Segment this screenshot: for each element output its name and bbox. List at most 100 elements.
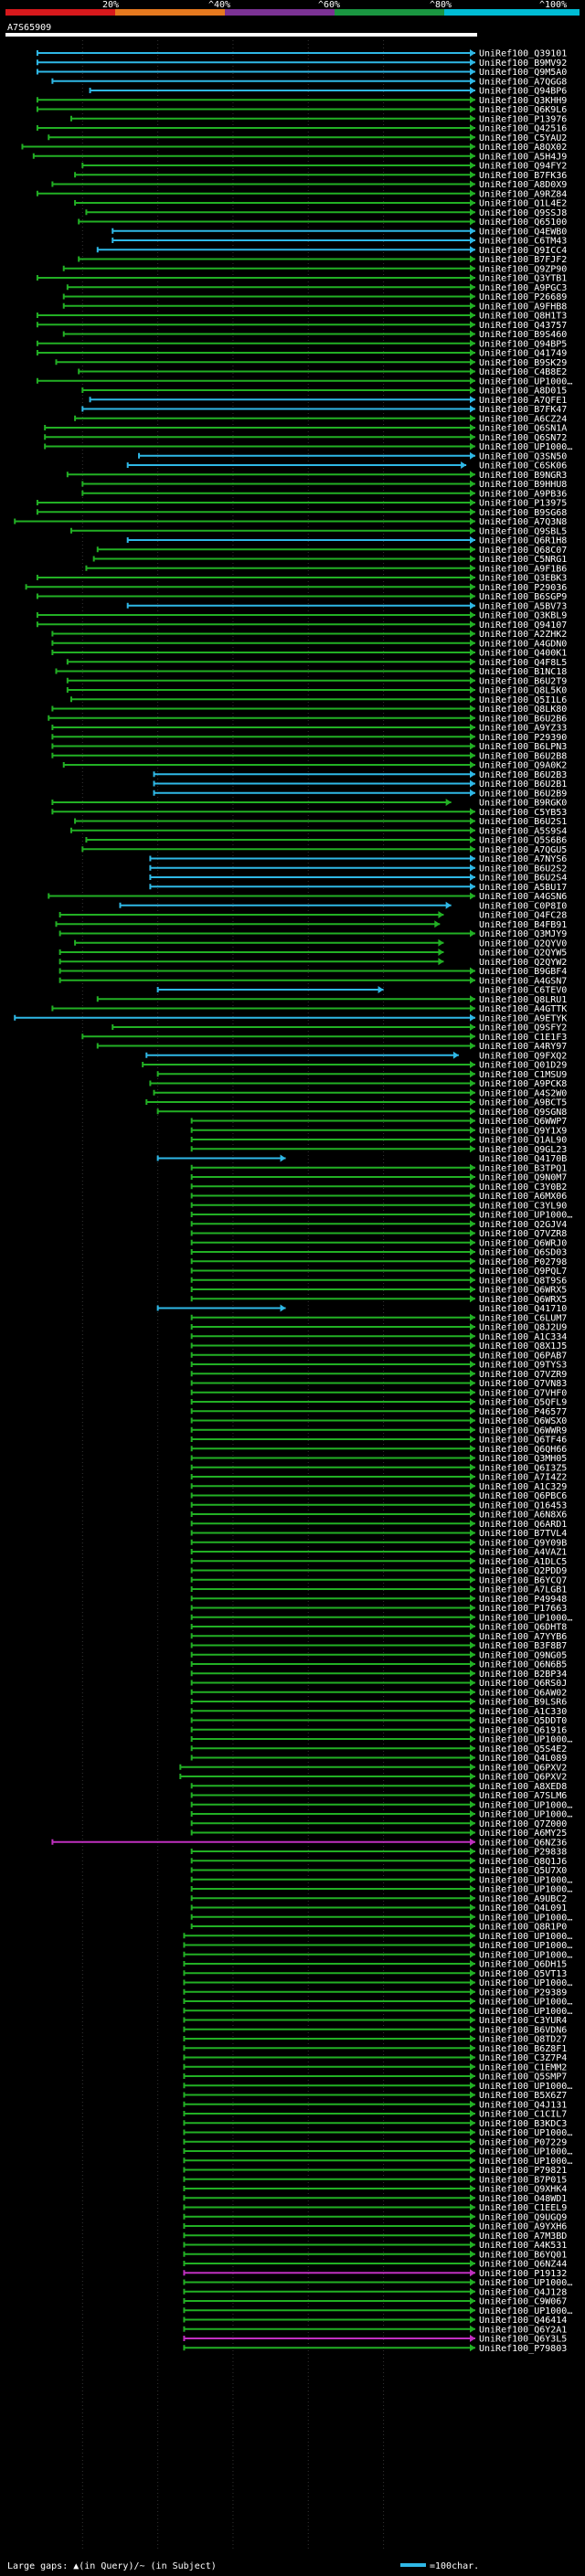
- hit-row: UniRef100_Q8X1J5: [190, 1341, 567, 1352]
- hit-label: UniRef100_Q9PQL7: [479, 1267, 567, 1277]
- hit-label: UniRef100_A6CZ24: [479, 414, 567, 424]
- hit-end-arrow: [470, 2194, 475, 2202]
- hit-end-arrow: [470, 967, 475, 975]
- key-label-2: ^60%: [318, 0, 340, 10]
- hit-end-arrow: [470, 1754, 475, 1762]
- hit-label: UniRef100_B9HHU8: [479, 480, 567, 490]
- hit-label: UniRef100_Q8J2U9: [479, 1323, 567, 1333]
- hit-label: UniRef100_Q39101: [479, 49, 567, 59]
- query-id: A7S65909: [7, 23, 51, 33]
- hit-end-arrow: [470, 1950, 475, 1958]
- hit-label: UniRef100_Q94FY2: [479, 162, 567, 172]
- hit-end-arrow: [470, 1257, 475, 1266]
- hit-row: UniRef100_Q5SMP7: [183, 2072, 567, 2083]
- hit-label: UniRef100_Q41710: [479, 1304, 567, 1314]
- hit-label: UniRef100_B3TPQ1: [479, 1163, 567, 1173]
- hit-label: UniRef100_B9S460: [479, 330, 567, 340]
- hit-row: UniRef100_A8XED8: [190, 1782, 567, 1792]
- hit-label: UniRef100_Q6DHT8: [479, 1623, 567, 1633]
- hit-end-arrow: [470, 1688, 475, 1696]
- hit-end-arrow: [470, 387, 475, 394]
- hit-row: UniRef100_UP1000…: [183, 1998, 572, 2008]
- hit-row: UniRef100_A9UBC2: [190, 1894, 567, 1904]
- hit-row: UniRef100_B9S460: [62, 330, 567, 340]
- hit-end-arrow: [470, 1407, 475, 1415]
- hit-label: UniRef100_A7LGB1: [479, 1585, 567, 1595]
- hit-label: UniRef100_Q8T9S6: [479, 1276, 567, 1286]
- hit-row: UniRef100_A4GTTK: [51, 1004, 567, 1014]
- hit-label: UniRef100_Q9UGQ9: [479, 2212, 567, 2222]
- hit-end-arrow: [470, 451, 475, 460]
- hit-label: UniRef100_Q6DH15: [479, 1960, 567, 1970]
- hit-label: UniRef100_Q7VN83: [479, 1379, 567, 1389]
- hit-label: UniRef100_A4GSN6: [479, 892, 567, 902]
- hit-row: UniRef100_Q6TF46: [190, 1436, 567, 1446]
- hit-label: UniRef100_A7SLM6: [479, 1791, 567, 1801]
- hit-end-arrow: [470, 1735, 475, 1743]
- hit-end-arrow: [470, 1998, 475, 2005]
- hit-label: UniRef100_Q6NZ36: [479, 1838, 567, 1848]
- hit-row: UniRef100_Q7Z000: [190, 1819, 567, 1829]
- hit-end-arrow: [470, 2241, 475, 2249]
- hit-label: UniRef100_A8QX02: [479, 143, 567, 153]
- hit-label: UniRef100_P79803: [479, 2344, 567, 2354]
- hit-label: UniRef100_P19132: [479, 2269, 567, 2279]
- hit-row: UniRef100_A9BCT5: [145, 1098, 567, 1108]
- hit-row: UniRef100_B6U2B3: [153, 770, 567, 780]
- hit-label: UniRef100_Q3MH05: [479, 1454, 567, 1464]
- hit-end-arrow: [470, 292, 475, 301]
- hit-label: UniRef100_A1C330: [479, 1707, 567, 1717]
- hit-label: UniRef100_Q5SMP7: [479, 2072, 567, 2083]
- hit-row: UniRef100_C5NRG1: [92, 555, 567, 565]
- hit-end-arrow: [438, 958, 444, 966]
- hit-label: UniRef100_C6LUM7: [479, 1313, 567, 1323]
- hit-row: UniRef100_UP1000…: [183, 2128, 572, 2138]
- hit-row: UniRef100_B6SGP9: [36, 592, 567, 602]
- hit-row: UniRef100_Q6Y2A1: [183, 2325, 567, 2335]
- hit-label: UniRef100_P13975: [479, 499, 567, 509]
- hit-end-arrow: [470, 499, 475, 506]
- hit-end-arrow: [470, 376, 475, 385]
- hit-label: UniRef100_A4VAZ1: [479, 1548, 567, 1558]
- hit-end-arrow: [470, 1295, 475, 1303]
- hit-label: UniRef100_Q46414: [479, 2316, 567, 2326]
- hit-end-arrow: [470, 442, 475, 451]
- hit-row: UniRef100_Q3EBK3: [36, 574, 567, 584]
- hit-row: UniRef100_A7LGB1: [190, 1585, 567, 1595]
- hit-label: UniRef100_Q1AL90: [479, 1136, 567, 1146]
- hit-label: UniRef100_Q5VT13: [479, 1969, 567, 1979]
- hit-label: UniRef100_UP1000…: [479, 1913, 572, 1923]
- hit-end-arrow: [470, 1903, 475, 1912]
- hit-row: UniRef100_Q7VHF0: [190, 1388, 567, 1398]
- hit-label: UniRef100_UP1000…: [479, 1875, 572, 1885]
- hit-label: UniRef100_A7QGU5: [479, 845, 567, 855]
- hit-label: UniRef100_Q6ARD1: [479, 1520, 567, 1530]
- hit-end-arrow: [445, 799, 452, 806]
- hit-end-arrow: [470, 1969, 475, 1977]
- hit-row: UniRef100_Q8R1P0: [190, 1923, 567, 1933]
- hit-label: UniRef100_Q42516: [479, 124, 567, 134]
- hit-label: UniRef100_A6N8X6: [479, 1511, 567, 1521]
- hit-label: UniRef100_Q41749: [479, 349, 567, 359]
- hit-end-arrow: [470, 1791, 475, 1799]
- hit-end-arrow: [470, 1744, 475, 1753]
- hit-label: UniRef100_C1EMM2: [479, 2062, 567, 2072]
- hit-row: UniRef100_UP1000…: [36, 376, 572, 387]
- hit-label: UniRef100_Q6R1H8: [479, 536, 567, 546]
- hit-row: UniRef100_B2BP34: [190, 1670, 567, 1680]
- hit-label: UniRef100_Q43757: [479, 321, 567, 331]
- hit-label: UniRef100_C6TEV0: [479, 986, 567, 996]
- hit-end-arrow: [470, 1595, 475, 1603]
- hit-end-arrow: [470, 2082, 475, 2090]
- hit-row: UniRef100_UP1000…: [183, 1950, 572, 1960]
- hit-end-arrow: [470, 2091, 475, 2099]
- hit-end-arrow: [470, 1800, 475, 1808]
- hit-row: UniRef100_Q6NZ44: [183, 2260, 567, 2270]
- hit-end-arrow: [470, 2044, 475, 2052]
- hit-end-arrow: [470, 1286, 475, 1293]
- hit-end-arrow: [470, 1604, 475, 1612]
- hit-end-arrow: [470, 87, 475, 94]
- hit-label: UniRef100_Q9GL23: [479, 1145, 567, 1155]
- hit-label: UniRef100_Q6K9L6: [479, 105, 567, 115]
- hit-end-arrow: [470, 733, 475, 741]
